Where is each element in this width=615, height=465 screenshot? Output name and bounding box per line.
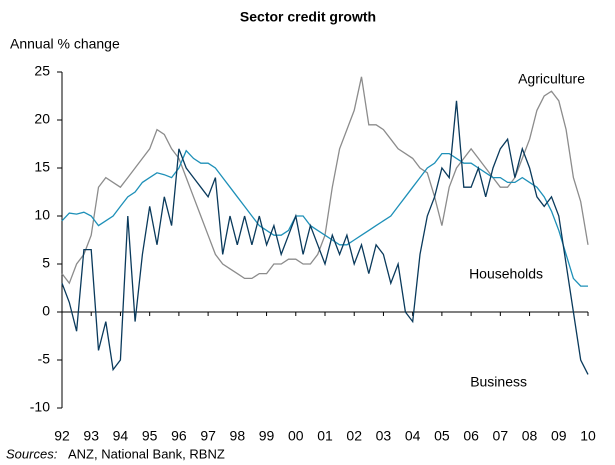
y-tick-label: 10 xyxy=(34,207,50,223)
y-tick-label: 25 xyxy=(34,63,50,79)
y-tick-label: 5 xyxy=(42,255,50,271)
x-tick-label: 96 xyxy=(171,428,187,444)
x-tick-label: 00 xyxy=(288,428,304,444)
x-tick-label: 03 xyxy=(376,428,392,444)
y-tick-label: -5 xyxy=(38,351,51,367)
x-tick-label: 04 xyxy=(405,428,421,444)
x-tick-label: 09 xyxy=(551,428,567,444)
y-axis-label: Annual % change xyxy=(10,36,120,52)
source-label: Sources: xyxy=(6,446,58,461)
x-tick-label: 06 xyxy=(463,428,479,444)
series-label: Agriculture xyxy=(518,71,585,87)
x-tick-label: 97 xyxy=(200,428,216,444)
x-tick-label: 94 xyxy=(113,428,129,444)
source-text: ANZ, National Bank, RBNZ xyxy=(68,446,225,461)
y-tick-label: -10 xyxy=(30,399,50,415)
x-tick-label: 92 xyxy=(54,428,70,444)
chart-title: Sector credit growth xyxy=(240,9,376,25)
series-line xyxy=(61,100,589,375)
x-tick-label: 02 xyxy=(346,428,362,444)
x-tick-label: 05 xyxy=(434,428,450,444)
x-tick-label: 10 xyxy=(580,428,596,444)
y-tick-label: 20 xyxy=(34,111,50,127)
series-line xyxy=(61,149,588,287)
x-tick-label: 08 xyxy=(522,428,538,444)
x-tick-label: 01 xyxy=(317,428,333,444)
y-tick-label: 0 xyxy=(42,303,50,319)
y-tick-label: 15 xyxy=(34,159,50,175)
series-line xyxy=(61,76,589,285)
series-label: Business xyxy=(470,374,527,390)
x-tick-label: 99 xyxy=(259,428,275,444)
x-tick-label: 98 xyxy=(230,428,246,444)
x-tick-label: 07 xyxy=(493,428,509,444)
series-label: Households xyxy=(469,266,543,282)
x-tick-label: 93 xyxy=(83,428,99,444)
x-tick-label: 95 xyxy=(142,428,158,444)
